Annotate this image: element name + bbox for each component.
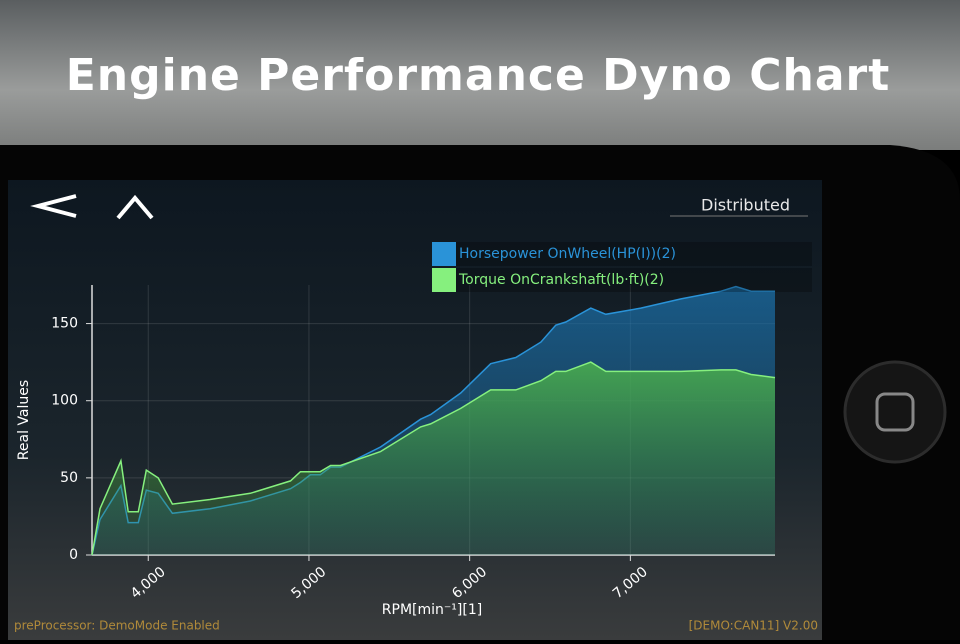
status-left: preProcessor: DemoMode Enabled xyxy=(14,619,220,633)
mode-button[interactable]: Distributed xyxy=(701,196,790,215)
status-right: [DEMO:CAN11] V2.00 xyxy=(689,619,818,633)
legend-band xyxy=(432,242,812,266)
home-icon xyxy=(875,392,915,432)
home-button[interactable] xyxy=(843,360,947,464)
y-tick-label: 150 xyxy=(51,316,78,332)
backdrop xyxy=(0,0,960,150)
y-axis-label: Real Values xyxy=(16,380,32,460)
legend-swatch xyxy=(432,242,456,266)
legend-swatch xyxy=(432,268,456,292)
legend-label: Torque OnCrankshaft(lb·ft)(2) xyxy=(458,272,664,288)
legend-label: Horsepower OnWheel(HP(I))(2) xyxy=(459,246,676,262)
page-title: Engine Performance Dyno Chart xyxy=(66,50,891,101)
x-axis-label: RPM[min⁻¹][1] xyxy=(382,602,482,618)
y-tick-label: 50 xyxy=(60,470,78,486)
y-tick-label: 0 xyxy=(69,547,78,563)
y-tick-label: 100 xyxy=(51,393,78,409)
legend-band xyxy=(432,268,812,292)
series-line xyxy=(91,361,776,556)
area-fill xyxy=(92,362,775,555)
back-button[interactable] xyxy=(30,194,77,218)
up-button[interactable] xyxy=(116,194,154,220)
